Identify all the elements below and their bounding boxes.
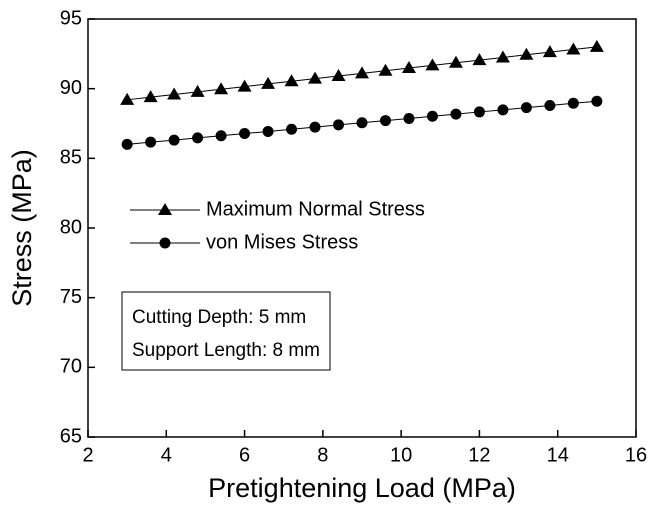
legend-label: von Mises Stress <box>206 231 358 253</box>
marker <box>192 132 204 144</box>
x-axis-label: Pretightening Load (MPa) <box>208 473 516 503</box>
y-tick-label: 65 <box>60 425 82 447</box>
marker <box>566 42 581 55</box>
marker <box>403 112 415 124</box>
marker <box>237 79 252 92</box>
y-tick-label: 85 <box>60 147 82 169</box>
marker <box>378 63 393 76</box>
marker <box>308 71 323 84</box>
marker <box>121 138 133 150</box>
x-tick-label: 2 <box>82 444 93 466</box>
marker <box>497 104 509 116</box>
x-tick-label: 12 <box>468 444 490 466</box>
y-tick-label: 75 <box>60 286 82 308</box>
annotation-text: Cutting Depth: 5 mm <box>132 307 306 328</box>
marker <box>261 76 276 89</box>
marker <box>591 95 603 107</box>
legend-marker <box>159 237 171 249</box>
marker <box>544 100 556 112</box>
y-tick-label: 90 <box>60 77 82 99</box>
x-tick-label: 10 <box>390 444 412 466</box>
marker <box>168 134 180 146</box>
marker <box>356 117 368 129</box>
x-tick-label: 6 <box>239 444 250 466</box>
marker <box>331 68 346 81</box>
legend-marker <box>158 203 172 215</box>
x-tick-label: 14 <box>547 444 569 466</box>
marker <box>472 53 487 66</box>
marker <box>425 58 440 71</box>
marker <box>167 87 182 100</box>
marker <box>519 47 534 60</box>
marker <box>309 121 321 133</box>
marker <box>426 110 438 122</box>
marker <box>262 125 274 137</box>
annotation-text: Support Length: 8 mm <box>132 340 320 361</box>
marker <box>450 108 462 120</box>
marker <box>143 90 158 103</box>
marker <box>284 74 299 87</box>
marker <box>190 84 205 97</box>
marker <box>542 45 557 58</box>
marker <box>120 92 135 105</box>
marker <box>520 102 532 114</box>
y-tick-label: 70 <box>60 356 82 378</box>
marker <box>355 66 369 79</box>
y-axis-label: Stress (MPa) <box>7 149 37 307</box>
marker <box>473 106 485 118</box>
marker <box>286 123 298 135</box>
marker <box>379 115 391 127</box>
marker <box>333 119 345 131</box>
x-tick-label: 8 <box>317 444 328 466</box>
marker <box>448 55 463 68</box>
marker <box>215 130 227 142</box>
marker <box>145 136 157 148</box>
marker <box>495 50 510 63</box>
x-tick-label: 16 <box>625 444 647 466</box>
y-tick-label: 95 <box>60 7 82 29</box>
x-tick-label: 4 <box>161 444 172 466</box>
marker <box>401 61 416 74</box>
legend-label: Maximum Normal Stress <box>206 198 425 220</box>
annotation-box <box>121 291 331 371</box>
marker <box>214 82 229 95</box>
y-tick-label: 80 <box>60 216 82 238</box>
marker <box>589 39 604 52</box>
marker <box>567 97 579 109</box>
marker <box>239 128 251 140</box>
